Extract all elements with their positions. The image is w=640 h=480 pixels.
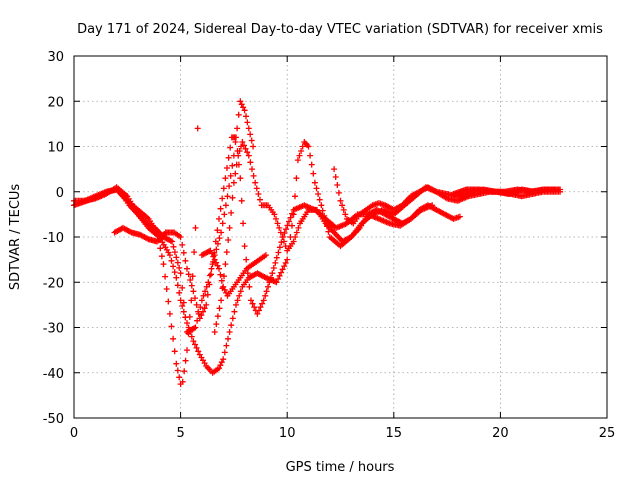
marker-trace — [450, 186, 559, 197]
y-tick-label: -30 — [43, 322, 64, 337]
x-tick-label: 25 — [599, 426, 616, 441]
series-track-h — [450, 186, 559, 197]
y-tick-label: 30 — [47, 50, 64, 65]
y-tick-label: -50 — [43, 412, 64, 427]
x-axis-label: GPS time / hours — [286, 460, 395, 475]
x-tick-label: 20 — [492, 426, 509, 441]
x-tick-label: 5 — [176, 426, 184, 441]
x-tick-label: 10 — [279, 426, 296, 441]
y-tick-label: 10 — [47, 141, 64, 156]
series-track-g — [198, 247, 269, 299]
x-tick-label: 15 — [386, 426, 403, 441]
y-tick-label: 20 — [47, 95, 64, 110]
y-axis-label: SDTVAR / TECUs — [8, 184, 23, 291]
series-track-e — [211, 139, 463, 335]
x-tick-label: 0 — [70, 426, 78, 441]
marker-trace — [211, 139, 463, 335]
axis-ticks: 0 5 10 15 20 25 -50 -40 -30 -20 -10 0 10 20 30 — [43, 50, 616, 441]
y-tick-label: -20 — [43, 276, 64, 291]
chart-title: Day 171 of 2024, Sidereal Day-to-day VTE… — [77, 22, 603, 37]
y-tick-label: -40 — [43, 367, 64, 382]
y-tick-label: -10 — [43, 231, 64, 246]
y-tick-label: 0 — [56, 186, 64, 201]
marker-trace — [198, 247, 269, 299]
